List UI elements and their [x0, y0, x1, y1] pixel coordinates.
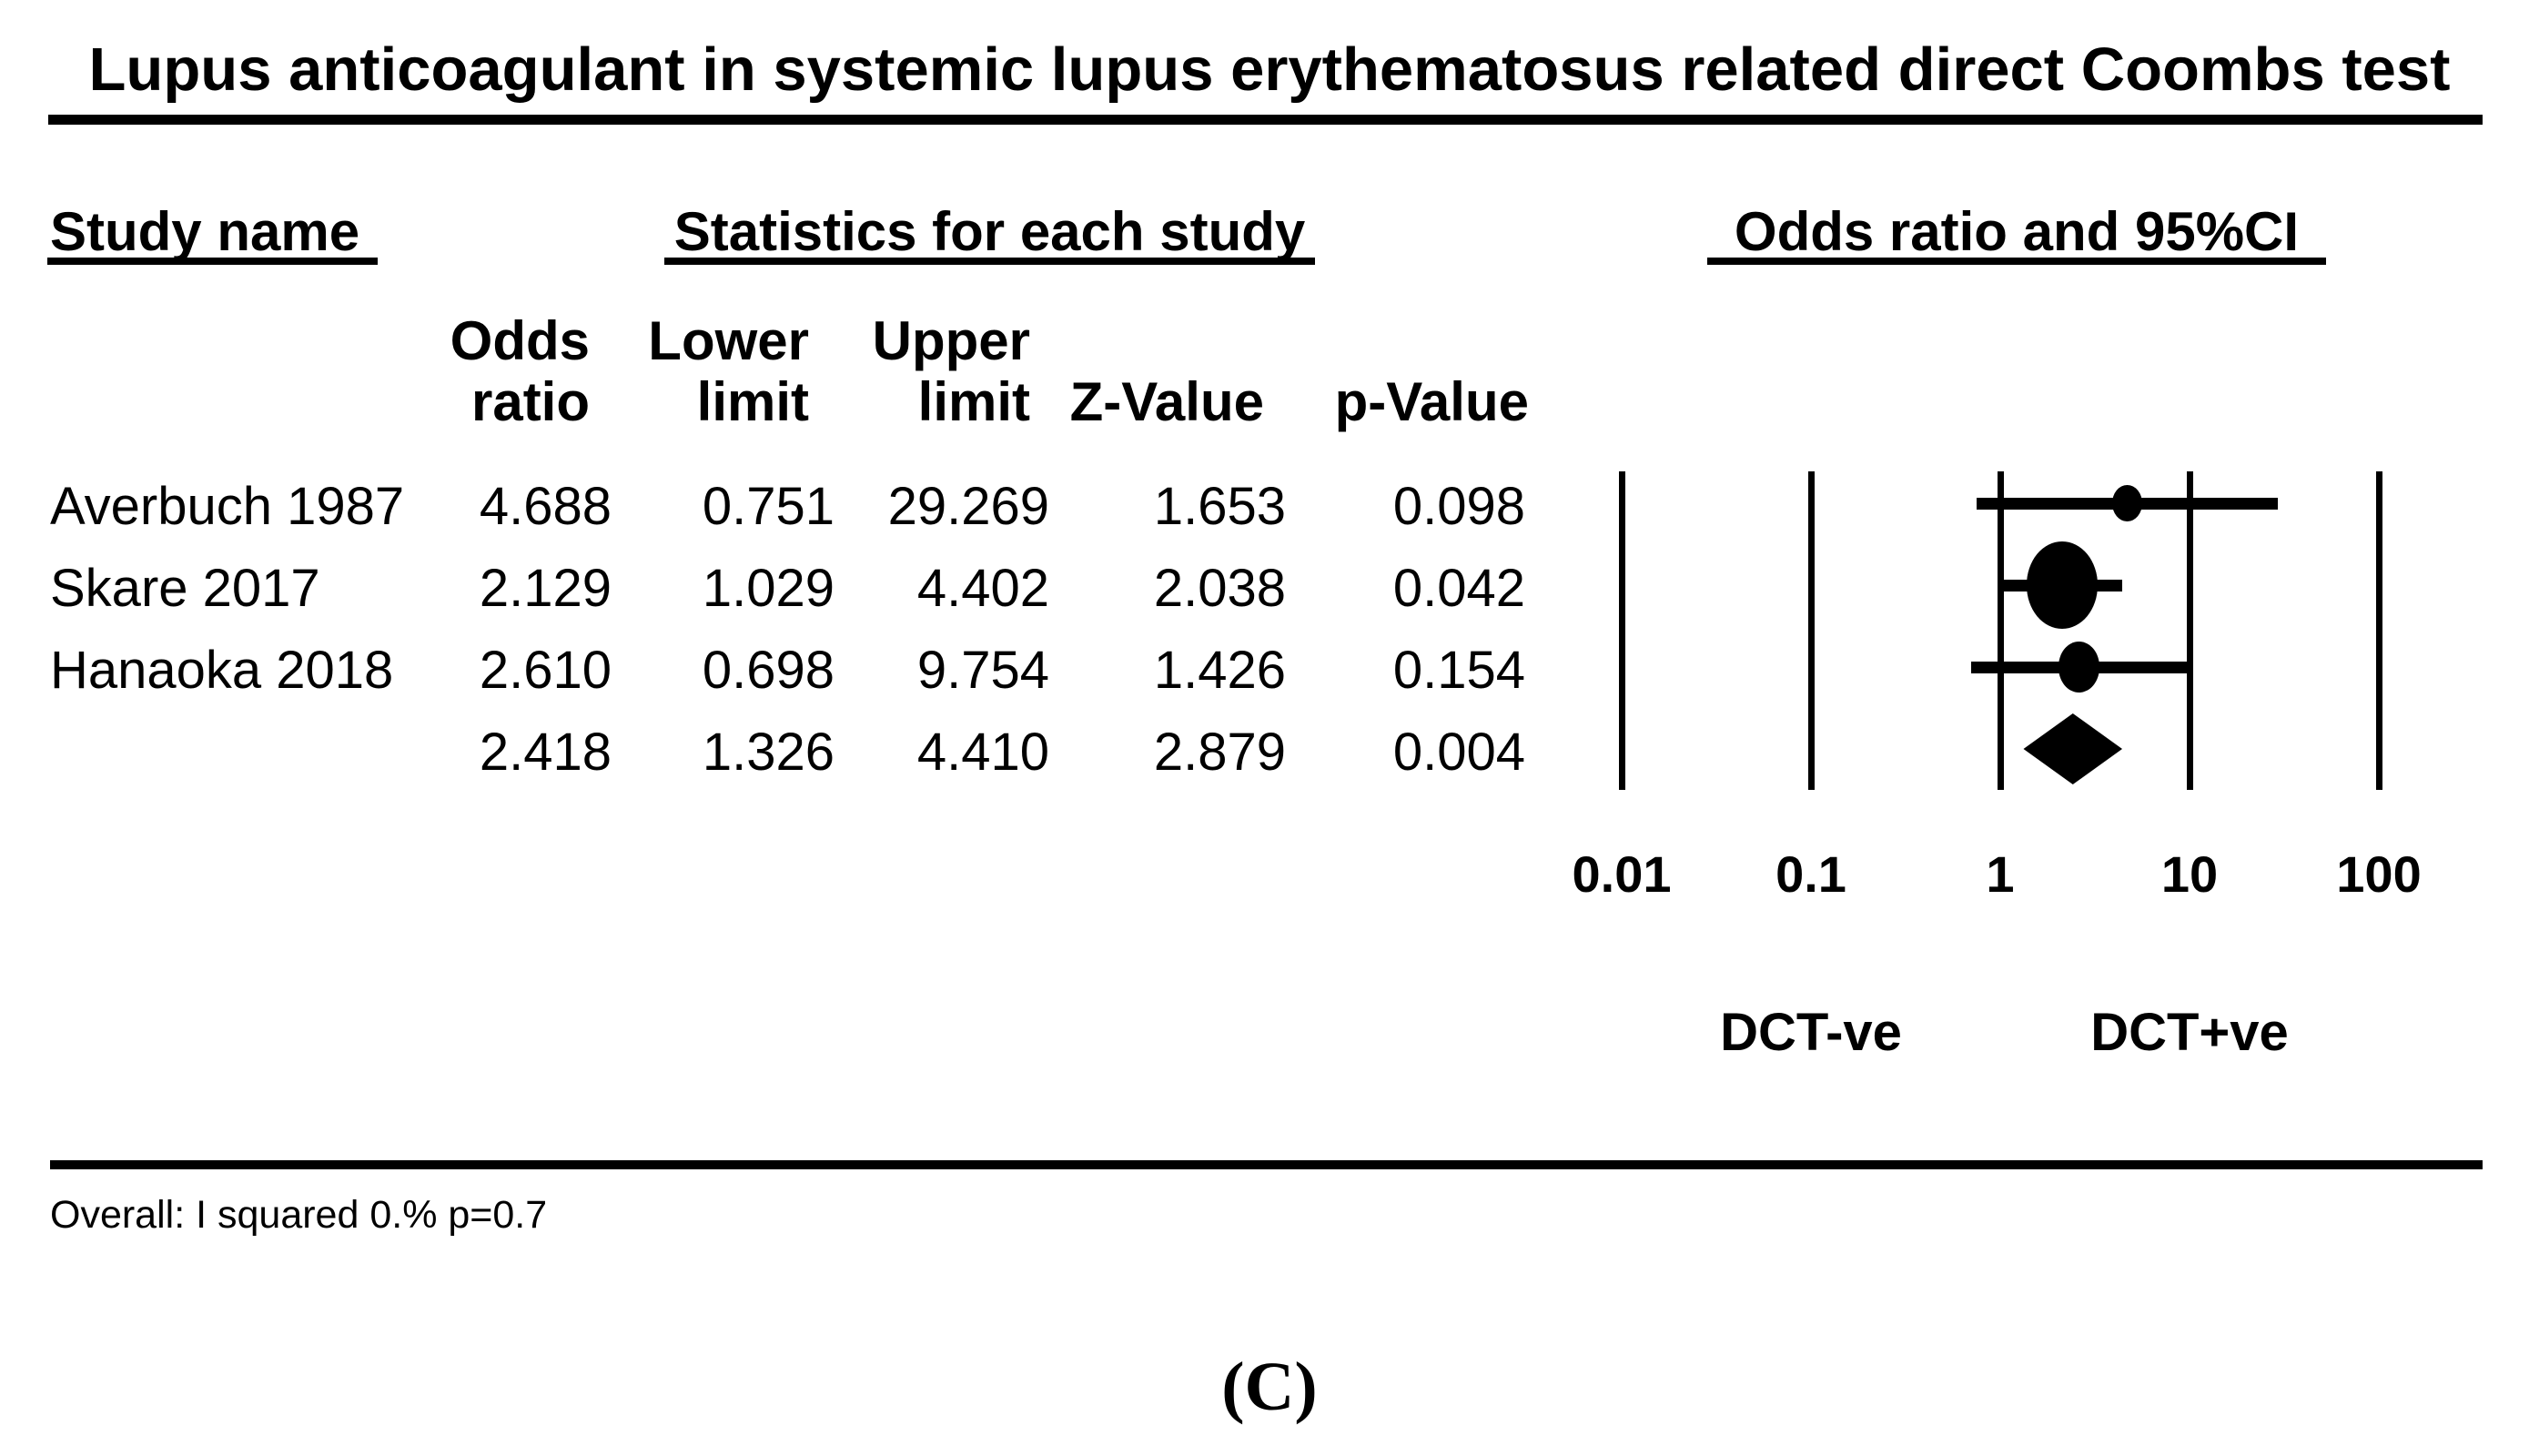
direction-label-negative: DCT-ve [1720, 1003, 1902, 1062]
table-cell: 2.038 [1153, 559, 1286, 618]
column-header-limit: limit [696, 371, 809, 432]
axis-gridline [1997, 471, 2004, 790]
table-cell: 4.688 [479, 477, 612, 536]
axis-tick-label: 0.1 [1775, 845, 1846, 903]
study-name: Hanaoka 2018 [50, 641, 394, 700]
figure-title: Lupus anticoagulant in systemic lupus er… [88, 35, 2451, 104]
axis-gridline [1618, 471, 1625, 790]
axis-gridline [2186, 471, 2193, 790]
overall-diamond-marker [2023, 713, 2123, 784]
table-cell: 2.610 [479, 641, 612, 700]
study-point-marker [2059, 642, 2100, 693]
column-header-limit: limit [917, 371, 1030, 432]
top-divider-rule [48, 115, 2483, 125]
plot-header-underline [1707, 258, 2326, 265]
axis-tick-label: 0.01 [1572, 845, 1672, 903]
odds-ratio-ci-header: Odds ratio and 95%CI [1734, 201, 2300, 262]
study-name: Skare 2017 [50, 559, 320, 618]
study-name: Averbuch 1987 [50, 477, 405, 536]
table-cell: 2.129 [479, 559, 612, 618]
table-cell: 9.754 [916, 641, 1049, 700]
axis-gridline [2375, 471, 2382, 790]
table-cell: 4.402 [916, 559, 1049, 618]
table-cell: 0.042 [1392, 559, 1525, 618]
study-name-header: Study name [50, 201, 360, 262]
table-cell: 0.698 [702, 641, 835, 700]
axis-tick-label: 100 [2336, 845, 2422, 903]
table-cell: 0.751 [702, 477, 835, 536]
table-cell: 4.410 [916, 723, 1049, 782]
table-cell: 1.029 [702, 559, 835, 618]
study-header-underline [47, 258, 378, 265]
column-header-lower: Lower [648, 310, 809, 371]
axis-tick-label: 1 [1986, 845, 2015, 903]
axis-tick-label: 10 [2160, 845, 2219, 903]
bottom-divider-rule [50, 1160, 2483, 1169]
study-point-marker [2027, 541, 2099, 629]
panel-letter-label: (C) [1221, 1349, 1318, 1425]
direction-label-positive: DCT+ve [2090, 1003, 2289, 1062]
column-header-z-value: Z-Value [1069, 371, 1264, 432]
table-cell: 0.004 [1392, 723, 1525, 782]
table-cell: 29.269 [887, 477, 1049, 536]
table-cell: 1.326 [702, 723, 835, 782]
column-header-ratio: ratio [470, 371, 590, 432]
column-header-upper: Upper [872, 310, 1030, 371]
table-cell: 1.653 [1153, 477, 1286, 536]
table-cell: 1.426 [1153, 641, 1286, 700]
study-point-marker [2111, 484, 2143, 522]
column-header-odds: Odds [450, 310, 590, 371]
heterogeneity-note: Overall: I squared 0.% p=0.7 [50, 1193, 548, 1237]
axis-gridline [1807, 471, 1815, 790]
table-cell: 2.418 [479, 723, 612, 782]
statistics-header: Statistics for each study [673, 201, 1306, 262]
table-cell: 0.154 [1392, 641, 1525, 700]
statistics-header-underline [664, 258, 1315, 265]
column-header-p-value: p-Value [1334, 371, 1529, 432]
table-cell: 0.098 [1392, 477, 1525, 536]
table-cell: 2.879 [1153, 723, 1286, 782]
